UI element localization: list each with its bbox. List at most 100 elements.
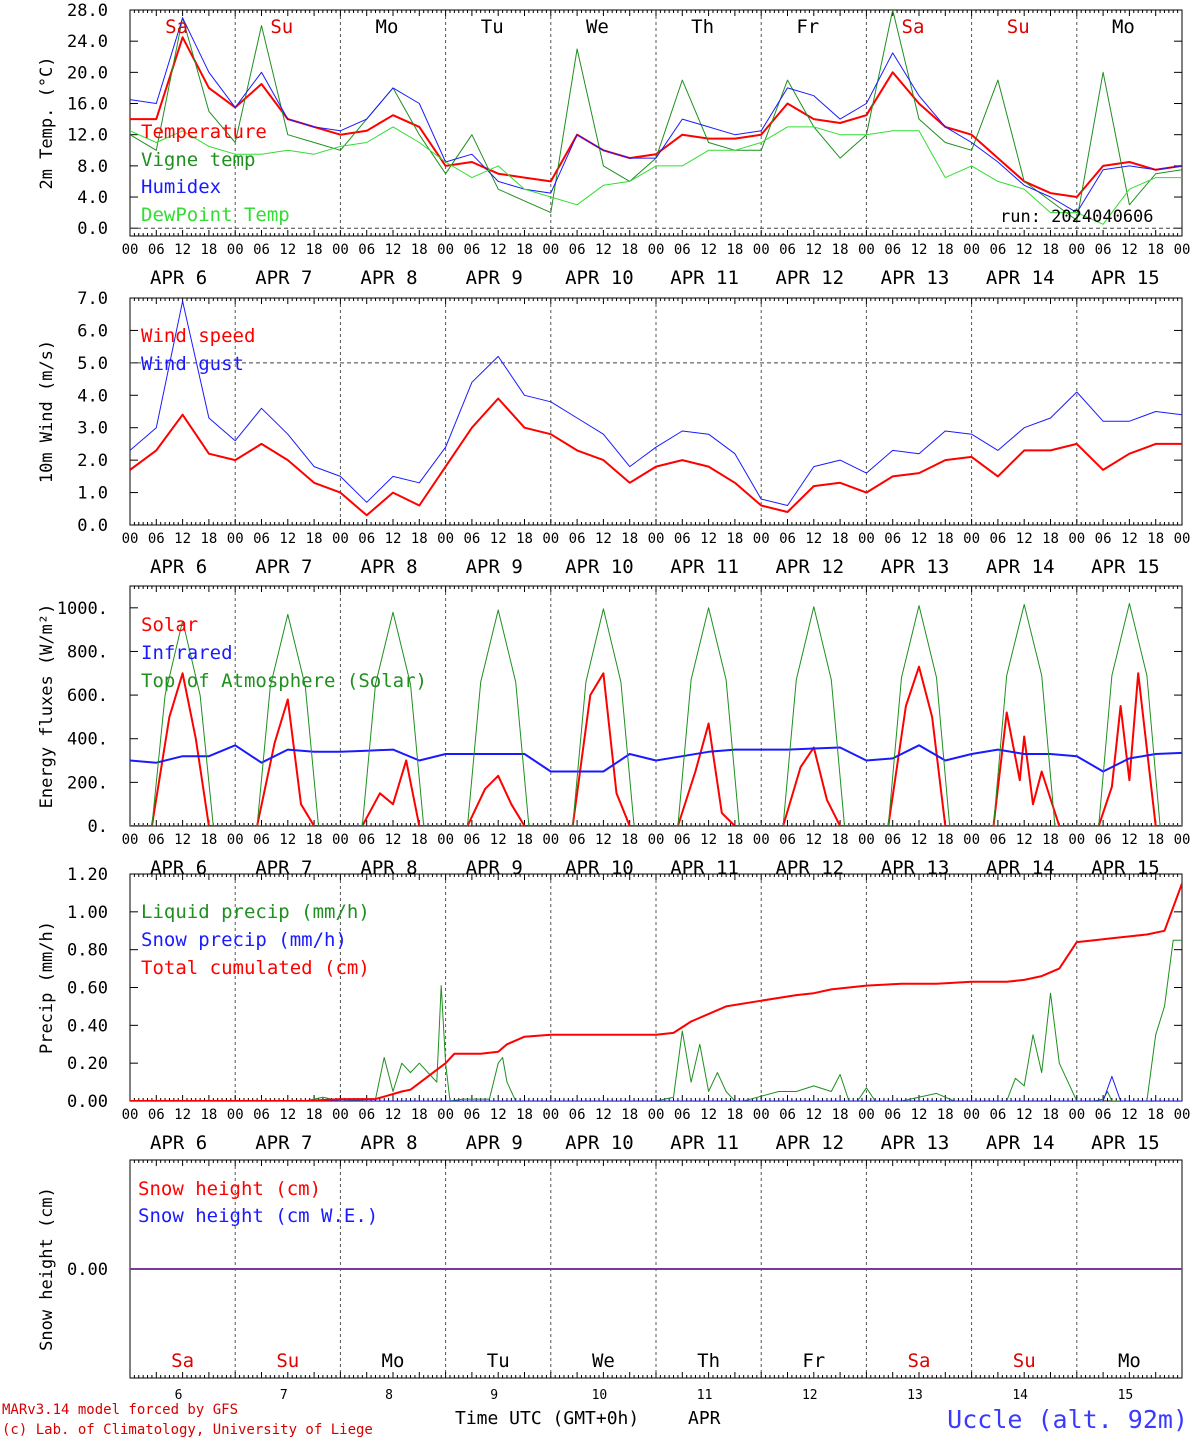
hour-tick-label: 00 bbox=[753, 242, 770, 258]
y-tick-label: 0.60 bbox=[67, 979, 108, 999]
hour-tick-label: 12 bbox=[174, 1107, 191, 1123]
hour-tick-label: 06 bbox=[884, 1107, 901, 1123]
y-tick-label: 0.0 bbox=[77, 516, 108, 536]
y-tick-label: 12.0 bbox=[67, 126, 108, 146]
hour-tick-label: 12 bbox=[490, 832, 507, 848]
hour-tick-label: 00 bbox=[1174, 531, 1191, 547]
hour-tick-label: 12 bbox=[490, 531, 507, 547]
date-label: APR 13 bbox=[881, 1132, 950, 1154]
hour-tick-label: 00 bbox=[437, 242, 454, 258]
hour-tick-label: 18 bbox=[516, 832, 533, 848]
hour-tick-label: 12 bbox=[1121, 242, 1138, 258]
hour-tick-label: 12 bbox=[805, 832, 822, 848]
panel-1: 0.0 4.0 8.0 12.0 16.0 20.0 24.0 28.0 2m Temp. (°… bbox=[37, 1, 1190, 289]
hour-tick-label: 00 bbox=[753, 531, 770, 547]
panel-3: 0. 200. 400. 600. 800. 1000.Energy fluxes (W/… bbox=[37, 585, 1190, 879]
hour-tick-label: 18 bbox=[1042, 242, 1059, 258]
hour-tick-label: 18 bbox=[621, 1107, 638, 1123]
hour-tick-label: 00 bbox=[332, 531, 349, 547]
hour-tick-label: 12 bbox=[595, 531, 612, 547]
hour-tick-label: 06 bbox=[1095, 242, 1112, 258]
hour-tick-label: 06 bbox=[989, 531, 1006, 547]
hour-tick-label: 00 bbox=[753, 1107, 770, 1123]
y-tick-label: 28.0 bbox=[67, 1, 108, 21]
legend-entry: DewPoint Temp bbox=[141, 204, 290, 226]
y-tick-label: 5.0 bbox=[77, 354, 108, 374]
date-label: APR 12 bbox=[775, 556, 844, 578]
hour-tick-label: 00 bbox=[858, 832, 875, 848]
run-label: run: 2024040606 bbox=[1000, 207, 1154, 227]
hour-tick-label: 12 bbox=[595, 832, 612, 848]
y-tick-label: 2.0 bbox=[77, 451, 108, 471]
hour-tick-label: 06 bbox=[253, 832, 270, 848]
y-tick-label: 0.00 bbox=[67, 1092, 108, 1112]
hour-tick-label: 12 bbox=[1121, 1107, 1138, 1123]
hour-tick-label: 18 bbox=[621, 531, 638, 547]
hour-tick-label: 12 bbox=[385, 1107, 402, 1123]
hour-tick-label: 18 bbox=[200, 832, 217, 848]
hour-tick-label: 12 bbox=[700, 1107, 717, 1123]
hour-tick-label: 06 bbox=[148, 531, 165, 547]
hour-tick-label: 18 bbox=[726, 1107, 743, 1123]
hour-tick-label: 00 bbox=[858, 531, 875, 547]
date-label: APR 15 bbox=[1091, 556, 1160, 578]
hour-tick-label: 12 bbox=[911, 1107, 928, 1123]
date-label: APR 6 bbox=[150, 1132, 207, 1154]
hour-tick-label: 00 bbox=[1068, 242, 1085, 258]
hour-tick-label: 06 bbox=[253, 1107, 270, 1123]
y-tick-label: 1.20 bbox=[67, 865, 108, 885]
day-number-label: 12 bbox=[802, 1388, 818, 1403]
day-number-label: 11 bbox=[697, 1388, 713, 1403]
hour-tick-label: 12 bbox=[174, 242, 191, 258]
hour-tick-label: 18 bbox=[200, 531, 217, 547]
hour-tick-label: 12 bbox=[279, 832, 296, 848]
hour-tick-label: 06 bbox=[463, 1107, 480, 1123]
hour-tick-label: 00 bbox=[122, 1107, 139, 1123]
hour-tick-label: 18 bbox=[411, 242, 428, 258]
date-label: APR 14 bbox=[986, 1132, 1055, 1154]
hour-tick-label: 00 bbox=[437, 832, 454, 848]
hour-tick-label: 06 bbox=[884, 832, 901, 848]
x-axis-month: APR bbox=[688, 1408, 721, 1429]
hour-tick-label: 00 bbox=[227, 242, 244, 258]
day-of-week-label: Fr bbox=[796, 16, 819, 38]
hour-tick-label: 00 bbox=[122, 832, 139, 848]
hour-tick-label: 12 bbox=[700, 832, 717, 848]
panel-2: 0.0 1.0 2.0 3.0 4.0 5.0 6.0 7.0 10m Wind (m/s) Wi… bbox=[37, 289, 1190, 578]
series-line-solar bbox=[130, 665, 1182, 826]
hour-tick-label: 06 bbox=[148, 1107, 165, 1123]
hour-tick-label: 06 bbox=[569, 242, 586, 258]
hour-tick-label: 18 bbox=[1147, 531, 1164, 547]
hour-tick-label: 00 bbox=[1068, 1107, 1085, 1123]
hour-tick-label: 00 bbox=[437, 1107, 454, 1123]
day-number-label: 6 bbox=[175, 1388, 183, 1403]
hour-tick-label: 12 bbox=[805, 242, 822, 258]
hour-tick-label: 18 bbox=[411, 1107, 428, 1123]
day-of-week-label: Tu bbox=[481, 16, 504, 38]
hour-tick-label: 06 bbox=[989, 1107, 1006, 1123]
hour-tick-label: 06 bbox=[569, 531, 586, 547]
hour-tick-label: 18 bbox=[1042, 832, 1059, 848]
day-of-week-label: Su bbox=[276, 1350, 299, 1372]
hour-tick-label: 12 bbox=[279, 1107, 296, 1123]
hour-tick-label: 18 bbox=[1147, 1107, 1164, 1123]
hour-tick-label: 00 bbox=[332, 1107, 349, 1123]
date-label: APR 10 bbox=[565, 1132, 634, 1154]
hour-tick-label: 06 bbox=[253, 242, 270, 258]
hour-tick-label: 06 bbox=[989, 242, 1006, 258]
legend-entry: Wind gust bbox=[141, 353, 244, 375]
day-number-label: 14 bbox=[1012, 1388, 1028, 1403]
hour-tick-label: 12 bbox=[911, 531, 928, 547]
hour-tick-label: 18 bbox=[1042, 1107, 1059, 1123]
day-of-week-label: Mo bbox=[382, 1350, 405, 1372]
hour-tick-label: 06 bbox=[884, 242, 901, 258]
hour-tick-label: 12 bbox=[279, 242, 296, 258]
hour-tick-label: 18 bbox=[832, 1107, 849, 1123]
hour-tick-label: 00 bbox=[753, 832, 770, 848]
date-label: APR 7 bbox=[255, 267, 312, 289]
day-of-week-label: We bbox=[592, 1350, 615, 1372]
day-number-label: 8 bbox=[385, 1388, 393, 1403]
date-label: APR 9 bbox=[466, 1132, 523, 1154]
hour-tick-label: 18 bbox=[726, 531, 743, 547]
y-tick-label: 8.0 bbox=[77, 157, 108, 177]
